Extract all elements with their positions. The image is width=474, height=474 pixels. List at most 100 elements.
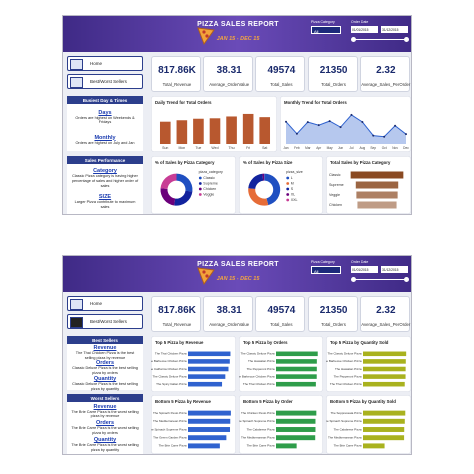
insight-heading: Orders: [95, 420, 115, 427]
kpi-label: Average_Sales_PerOrder: [361, 322, 411, 327]
bar: [276, 381, 316, 387]
legend-label: M: [291, 181, 294, 185]
kpi-card: 817.86K Total_Revenue: [151, 56, 201, 92]
date-range: JAN 15 - DEC 15: [216, 36, 260, 42]
bar: [363, 410, 406, 416]
bar: [188, 418, 231, 424]
section-body: Category Classic Pizza category is having…: [67, 164, 143, 214]
slider-handle[interactable]: [404, 277, 409, 282]
x-tick-label: Thu: [229, 146, 235, 150]
insight-heading: Category: [93, 168, 117, 175]
x-tick-label: Jan: [283, 146, 288, 150]
x-tick-label: Jul: [349, 146, 353, 150]
category-label: The Spicy Italian Pizza: [156, 382, 187, 386]
category-filter[interactable]: All: [311, 26, 341, 34]
legend-label: Supreme: [203, 181, 218, 185]
point: [361, 121, 364, 124]
insight: Days Orders are highest on Weekends & Fri…: [70, 110, 140, 125]
slider-handle[interactable]: [351, 277, 356, 282]
bar: [193, 118, 204, 144]
bar: [226, 116, 237, 144]
insight: Revenue The Brie Carre Pizza is the worst…: [70, 404, 140, 419]
date-slider[interactable]: [353, 39, 407, 40]
chart: Daily Trend for Total Orders Sun Mon Tue Wed…: [151, 96, 277, 152]
kpi-label: Total_Revenue: [162, 322, 192, 327]
end-date[interactable]: 31/12/2015: [381, 26, 408, 33]
point: [295, 132, 298, 135]
insight-text: The Brie Carre Pizza is the worst sellin…: [71, 409, 139, 419]
date-filter-label: Order Date: [351, 20, 369, 24]
bar: [259, 117, 271, 144]
bar: [276, 366, 317, 372]
kpi-value: 817.86K: [158, 65, 196, 76]
slider-handle[interactable]: [404, 37, 409, 42]
chart-title: Top 5 Pizza by Orders: [243, 340, 288, 345]
category-label: The Brie Carre Pizza: [159, 444, 187, 448]
nav-label: Best/Worst Sellers: [90, 79, 127, 84]
category-label: The Brie Carre Pizza: [334, 444, 362, 448]
kpi-label: Total_Orders: [321, 82, 346, 87]
slider-handle[interactable]: [351, 37, 356, 42]
kpi-label: Total_Revenue: [162, 82, 192, 87]
bar: [363, 351, 407, 357]
category-label: The Mediterranean Pizza: [153, 419, 187, 423]
category-filter[interactable]: All: [311, 266, 341, 274]
insight-heading: Monthly: [94, 134, 116, 141]
insight-heading: Revenue: [93, 345, 117, 351]
funnel-bar: [355, 181, 399, 189]
nav-button[interactable]: Home: [67, 56, 143, 71]
category-label: The Classic Deluxe Pizza: [240, 352, 274, 356]
kpi-card: 49574 Total_Sales: [255, 56, 306, 92]
date-slider[interactable]: [353, 279, 407, 280]
section-header: Best Sellers: [67, 336, 143, 344]
category-label: The Classic Deluxe Pizza: [327, 352, 361, 356]
start-date[interactable]: 01/01/2015: [351, 26, 378, 33]
category-label: The Spinach Supreme Pizza: [326, 419, 362, 423]
insight: Category Classic Pizza category is having…: [70, 168, 140, 188]
bar: [363, 427, 405, 432]
category-label: The Spinach Pesto Pizza: [153, 411, 187, 415]
bar: [363, 418, 405, 424]
category-label: The Spinach Supreme Pizza: [239, 419, 275, 423]
category-label: The Hawaiian Pizza: [335, 367, 362, 371]
funnel-bar: [357, 201, 397, 209]
bar: [276, 418, 316, 424]
start-date[interactable]: 01/01/2015: [351, 266, 378, 273]
bar: [188, 381, 223, 387]
category-label: The California Chicken Pizza: [151, 367, 187, 371]
x-tick-label: May: [327, 146, 333, 150]
legend-label: XXL: [291, 198, 298, 202]
insight-text: Classic Pizza category is having higher …: [71, 174, 139, 188]
bar: [363, 374, 406, 379]
slice: [160, 173, 177, 189]
nav-icon: [70, 58, 83, 70]
bar: [242, 113, 254, 144]
slice: [264, 173, 281, 206]
nav-icon: [70, 298, 83, 310]
kpi-label: Average_OrderValue: [209, 322, 250, 327]
x-tick-label: Mon: [178, 146, 185, 150]
kpi-card: 38.31 Average_OrderValue: [203, 296, 254, 332]
chart: Top 5 Pizza by Revenue The Thai Chicken P…: [151, 336, 236, 392]
category-label: The Thai Chicken Pizza: [243, 382, 275, 386]
category-label: The Green Garden Pizza: [153, 435, 187, 439]
category-label: The Barbecue Chicken Pizza: [326, 359, 362, 363]
nav-button[interactable]: Best/Worst Sellers: [67, 74, 143, 89]
kpi-card: 2.32 Average_Sales_PerOrder: [359, 296, 411, 332]
kpi-value: 21350: [319, 65, 348, 76]
nav-button[interactable]: Best/Worst Sellers: [67, 314, 143, 329]
chart: Bottom 5 Pizza by Revenue The Spinach Pes…: [151, 395, 236, 454]
bar: [363, 359, 406, 364]
point: [306, 121, 309, 124]
category-label: Veggie: [329, 193, 340, 197]
category-label: The Brie Carre Pizza: [247, 444, 275, 448]
nav-button[interactable]: Home: [67, 296, 143, 311]
end-date[interactable]: 31/12/2015: [381, 266, 408, 273]
kpi-value: 38.31: [216, 65, 242, 76]
chart-title: Total Sales by Pizza Category: [330, 160, 391, 165]
insight: Orders The Brie Carre Pizza is the worst …: [70, 420, 140, 435]
x-tick-label: Oct: [382, 146, 387, 150]
chart-title: Bottom 5 Pizza by Order: [243, 399, 293, 404]
